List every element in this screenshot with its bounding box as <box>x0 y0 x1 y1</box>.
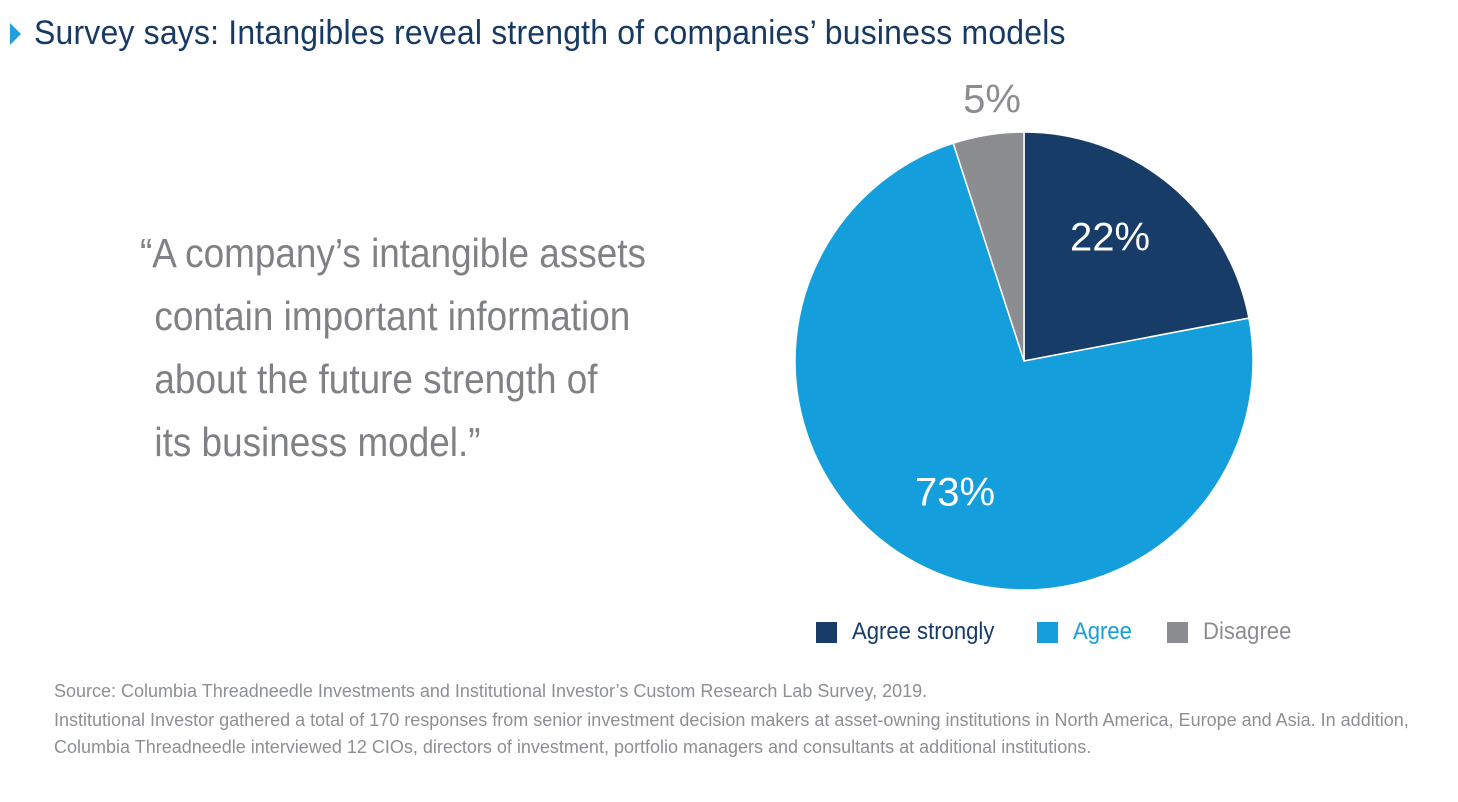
legend: Agree strongly Agree Disagree <box>816 618 1329 646</box>
slice-label-disagree: 5% <box>963 78 1021 122</box>
pie-slice-agree-strongly <box>1023 131 1250 362</box>
title-marker-icon <box>10 23 21 45</box>
legend-item-agree: Agree <box>1036 618 1137 646</box>
title-bar: Survey says: Intangibles reveal strength… <box>10 8 1132 58</box>
source-notes: Institutional Investor gathered a total … <box>54 710 1409 757</box>
legend-label: Disagree <box>1202 618 1292 645</box>
quote-line: contain important information <box>154 293 631 339</box>
legend-label: Agree <box>1072 618 1132 645</box>
quote-line: its business model.” <box>154 419 481 465</box>
pie-slice-agree <box>794 142 1254 591</box>
chart-title: Survey says: Intangibles reveal strength… <box>34 13 1066 52</box>
pie-chart: 22% 73% 5% <box>794 78 1254 591</box>
legend-swatch <box>1036 621 1058 643</box>
pie-slice-disagree <box>952 131 1025 362</box>
legend-swatch <box>816 621 837 643</box>
legend-item-disagree: Disagree <box>1166 618 1299 646</box>
source-note: Source: Columbia Threadneedle Investment… <box>54 677 1434 761</box>
legend-label: Agree strongly <box>852 618 995 645</box>
quote-line: “A company’s intangible assets <box>140 230 646 276</box>
legend-swatch <box>1166 621 1188 643</box>
quote-line: about the future strength of <box>154 356 598 402</box>
slice-label-agree-strongly: 22% <box>1070 216 1150 260</box>
quote-block: “A company’s intangible assets contain i… <box>140 222 780 474</box>
slice-label-agree: 73% <box>915 471 995 515</box>
legend-item-agree-strongly: Agree strongly <box>816 618 1007 646</box>
source-citation: Source: Columbia Threadneedle Investment… <box>54 681 928 701</box>
